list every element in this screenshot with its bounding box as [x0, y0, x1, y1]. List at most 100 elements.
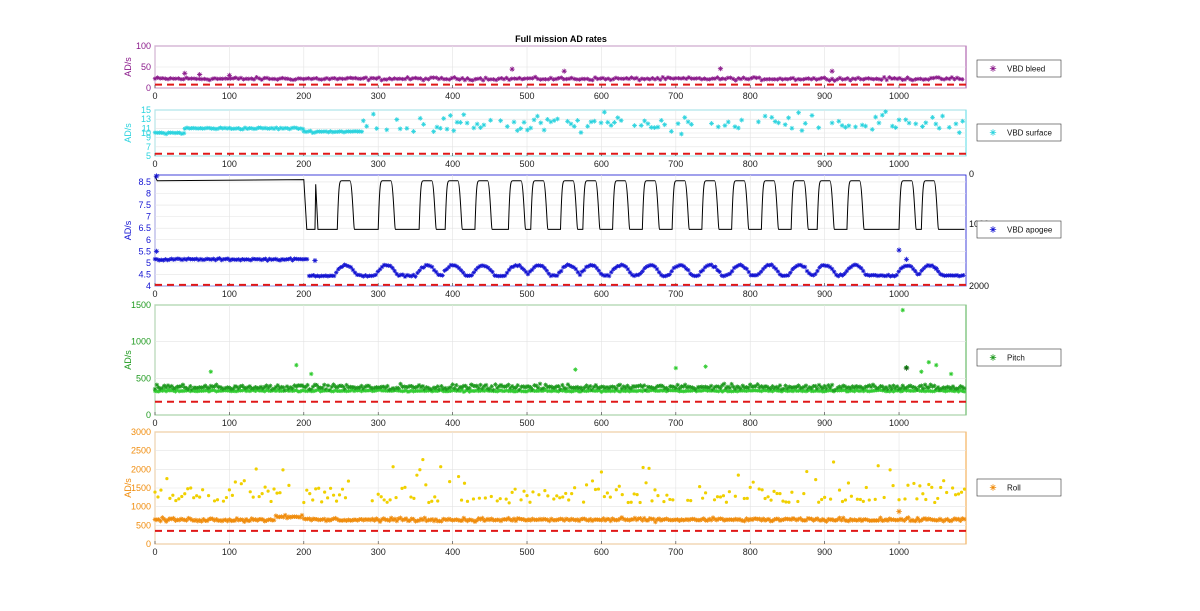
data-point: [679, 517, 684, 522]
data-point: [935, 517, 941, 523]
data-point: [498, 382, 504, 388]
data-point: [509, 66, 515, 72]
data-point: [770, 389, 775, 394]
data-point: [195, 385, 200, 391]
data-point: [756, 271, 762, 276]
data-point: [903, 497, 907, 501]
data-point: [961, 386, 967, 391]
data-point: [656, 493, 660, 498]
data-point: [467, 77, 473, 83]
x-tick-label: 100: [222, 289, 237, 299]
data-point: [187, 126, 192, 131]
data-point: [596, 268, 601, 273]
data-point: [561, 77, 567, 82]
data-point: [431, 518, 437, 524]
data-point: [858, 76, 863, 82]
data-point: [940, 113, 945, 119]
data-point: [651, 516, 656, 522]
x-tick-label: 600: [594, 91, 609, 101]
data-point: [842, 76, 848, 82]
data-point: [610, 384, 615, 389]
data-point: [274, 125, 279, 130]
data-point: [301, 388, 306, 393]
data-point: [524, 127, 530, 133]
data-point: [805, 469, 809, 474]
x-tick-label: 1000: [889, 159, 909, 169]
data-point: [722, 123, 728, 128]
data-point: [424, 483, 428, 487]
data-point: [177, 256, 183, 262]
data-point: [677, 518, 682, 523]
data-point: [163, 385, 169, 390]
data-point: [782, 122, 788, 128]
data-point: [738, 517, 744, 523]
data-point: [601, 109, 607, 115]
data-point: [352, 129, 358, 134]
data-point: [262, 125, 268, 131]
data-point: [936, 496, 940, 501]
data-point: [288, 388, 293, 393]
data-point: [217, 256, 222, 261]
data-point: [448, 385, 453, 390]
data-point: [930, 114, 935, 120]
data-point: [377, 385, 383, 390]
y-tick-label: 5: [146, 151, 151, 161]
data-point: [923, 389, 928, 394]
data-point: [394, 271, 399, 277]
data-point: [668, 76, 673, 81]
data-point: [517, 516, 522, 522]
data-point: [459, 498, 464, 502]
data-point: [541, 127, 547, 133]
data-point: [733, 78, 738, 83]
data-point: [888, 468, 892, 472]
data-point: [434, 124, 440, 130]
data-point: [446, 516, 452, 522]
data-point: [638, 388, 643, 393]
data-point: [461, 515, 467, 521]
data-point: [575, 384, 580, 390]
data-point: [599, 470, 604, 474]
data-point: [754, 75, 759, 81]
data-point: [571, 389, 576, 394]
data-point: [340, 487, 345, 491]
data-point: [926, 516, 932, 522]
data-point: [861, 268, 866, 274]
data-point: [208, 383, 214, 389]
data-point: [236, 76, 241, 82]
data-point: [675, 517, 680, 522]
data-point: [868, 76, 874, 82]
data-point: [233, 126, 239, 131]
data-point: [727, 385, 732, 391]
data-point: [180, 382, 186, 387]
data-point: [673, 264, 679, 270]
data-point: [748, 485, 752, 489]
data-point: [558, 496, 562, 500]
data-point: [816, 125, 822, 131]
data-point: [647, 516, 653, 521]
data-point: [924, 497, 928, 502]
data-point: [804, 389, 809, 394]
data-point: [207, 77, 212, 83]
data-point: [403, 516, 409, 521]
data-point: [760, 516, 766, 522]
data-point: [608, 495, 612, 499]
data-point: [621, 76, 626, 81]
data-point: [879, 112, 885, 118]
data-point: [297, 515, 303, 520]
data-point: [632, 384, 638, 390]
data-point: [868, 384, 874, 390]
data-point: [212, 384, 217, 389]
data-point: [499, 75, 504, 81]
data-point: [642, 383, 647, 388]
data-point: [864, 485, 868, 490]
legend: VBD apogee: [976, 220, 1062, 239]
data-point: [775, 491, 779, 496]
data-point: [906, 384, 911, 389]
data-point: [900, 265, 906, 270]
y-axis-label: AD/s: [123, 478, 133, 498]
data-point: [162, 517, 167, 522]
data-point: [528, 125, 534, 131]
data-point: [428, 75, 434, 80]
x-tick-label: 700: [668, 418, 683, 428]
data-point: [435, 384, 440, 389]
